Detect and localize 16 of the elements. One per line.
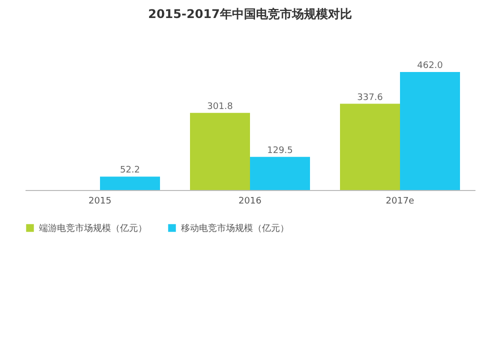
x-tick-label: 2017e bbox=[386, 196, 415, 206]
bar bbox=[340, 104, 400, 190]
data-label: 129.5 bbox=[267, 146, 293, 156]
legend-label: 移动电竞市场规模（亿元） bbox=[181, 223, 289, 234]
data-label: 52.2 bbox=[120, 166, 140, 176]
data-label: 462.0 bbox=[417, 61, 444, 71]
x-tick-label: 2016 bbox=[238, 196, 262, 206]
data-label: 301.8 bbox=[207, 102, 234, 112]
legend-label: 端游电竞市场规模（亿元） bbox=[39, 223, 147, 234]
bar bbox=[100, 176, 160, 190]
bar bbox=[400, 72, 460, 190]
bar bbox=[250, 156, 310, 190]
chart-title: 2015-2017年中国电竞市场规模对比 bbox=[148, 7, 352, 21]
x-tick-label: 2015 bbox=[88, 196, 112, 206]
data-label: 337.6 bbox=[357, 92, 384, 103]
bar bbox=[190, 112, 250, 190]
